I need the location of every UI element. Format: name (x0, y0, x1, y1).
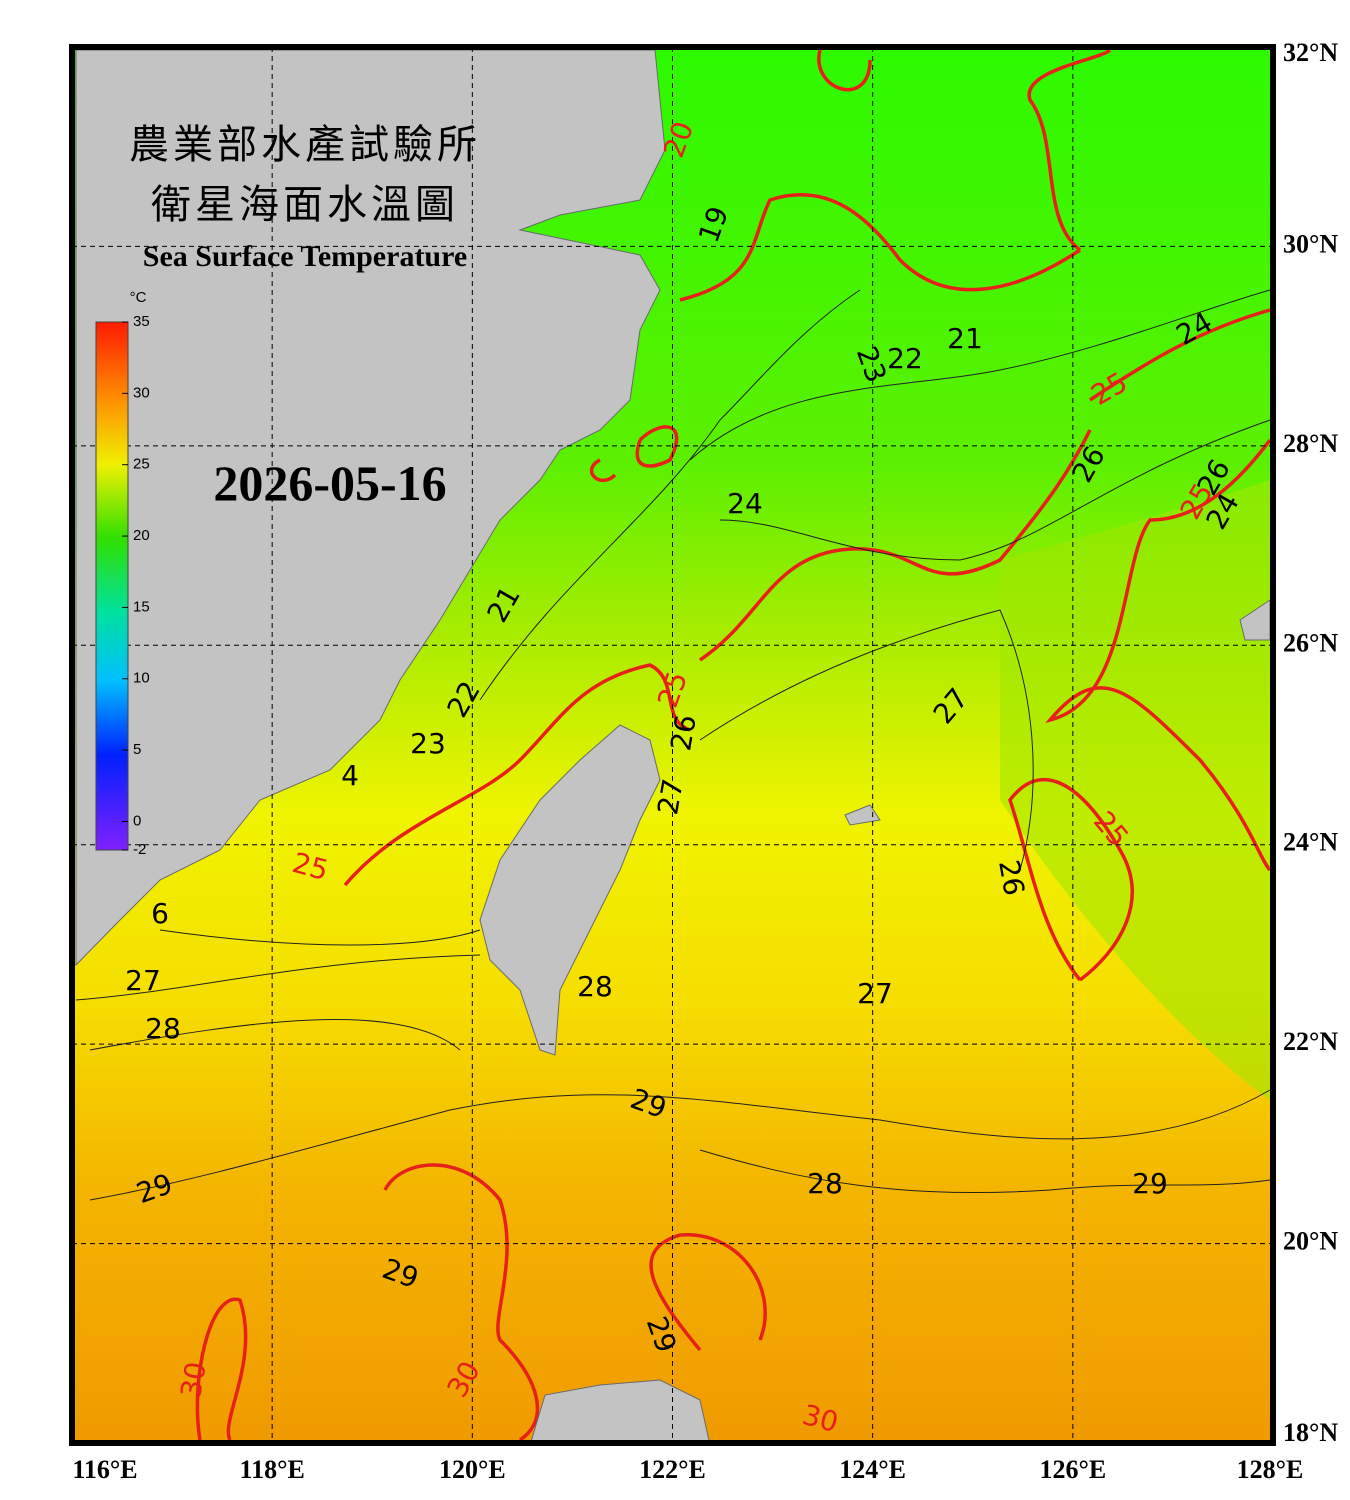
colorbar-tick-label: 10 (133, 670, 150, 687)
lon-label: 126°E (1039, 1455, 1106, 1484)
contour-label: 26 (992, 857, 1031, 898)
contour-label: 28 (145, 1012, 181, 1045)
contour-label: 26 (664, 712, 703, 753)
contour-label: 6 (151, 897, 169, 930)
title-block: 農業部水產試驗所 衛星海面水溫圖 (129, 122, 481, 228)
lon-label: 120°E (439, 1455, 506, 1484)
contour-label: 27 (857, 977, 893, 1010)
lon-label: 124°E (839, 1455, 906, 1484)
colorbar-tick-label: 35 (133, 313, 150, 330)
lat-label: 32°N (1283, 38, 1338, 67)
title-zh: 衛星海面水溫圖 (151, 182, 459, 228)
lon-label: 128°E (1237, 1455, 1304, 1484)
colorbar-unit: °C (130, 289, 147, 306)
isotherm-lines (195, 48, 1272, 1442)
colorbar-tick-label: -2 (133, 841, 146, 858)
lat-label: 24°N (1283, 828, 1338, 857)
contour-label: 23 (410, 727, 446, 760)
colorbar-tick-label: 30 (133, 384, 150, 401)
colorbar-tick-label: 15 (133, 598, 150, 615)
map-frame (69, 44, 1276, 1446)
contour-label: 24 (727, 487, 763, 520)
contour-label: 30 (174, 1359, 213, 1400)
title-en: Sea Surface Temperature (143, 240, 467, 273)
contour-label: 27 (125, 964, 161, 997)
lon-label: 122°E (639, 1455, 706, 1484)
cool-water (1000, 480, 1270, 1100)
lat-label: 22°N (1283, 1027, 1338, 1056)
colorbar (95, 321, 129, 851)
thin-isotherms (75, 289, 1271, 1201)
lon-label: 116°E (72, 1455, 137, 1484)
lat-label: 18°N (1283, 1418, 1338, 1447)
lat-label: 26°N (1283, 628, 1338, 657)
title-zh: 農業部水產試驗所 (129, 122, 481, 168)
contour-label: 29 (1132, 1167, 1168, 1200)
contour-label: 21 (947, 322, 983, 355)
contour-label: 22 (887, 342, 923, 375)
colorbar-tick-label: 0 (133, 812, 141, 829)
colorbar-tick-label: 20 (133, 527, 150, 544)
colorbar-tick-label: 25 (133, 456, 150, 473)
contour-label: 4 (341, 759, 359, 792)
lat-label: 30°N (1283, 229, 1338, 258)
contour-label: 27 (651, 776, 690, 817)
lon-label: 118°E (240, 1455, 305, 1484)
lat-label: 20°N (1283, 1227, 1338, 1256)
contour-label: 28 (807, 1167, 843, 1200)
land (75, 49, 1271, 1446)
colorbar-tick-label: 5 (133, 741, 141, 758)
date: 2026-05-16 (213, 455, 446, 511)
contour-label: 28 (577, 970, 613, 1003)
lat-label: 28°N (1283, 429, 1338, 458)
